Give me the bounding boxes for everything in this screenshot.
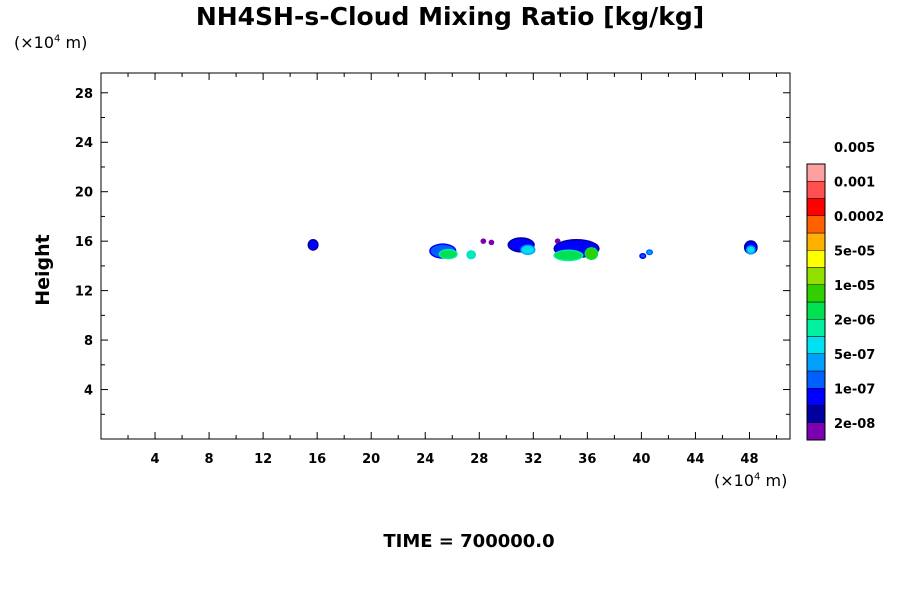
colorbar-label: 0.005 [834,141,875,156]
plot-frame [100,72,791,440]
x-tick-label: 44 [686,452,704,467]
y-tick-label: 16 [75,235,93,250]
x-tick-label: 4 [151,452,160,467]
cloud-blob [586,248,597,259]
colorbar-swatch [806,267,826,285]
colorbar-swatch [806,301,826,320]
x-tick-label: 28 [470,452,488,467]
colorbar-swatch [806,284,826,303]
x-axis: 4 8 12 16 20 24 28 32 36 40 44 48 [127,73,777,467]
cloud-blob [747,246,755,253]
cloud-blob [481,239,485,243]
cloud-blob [440,250,457,258]
x-tick-label: 32 [524,452,542,467]
y-tick-label: 28 [75,87,93,102]
colorbar-label: 1e-07 [834,382,875,397]
colorbar-label: 0.0002 [834,210,884,225]
colorbar-label: 5e-05 [834,244,875,259]
data-layer [307,237,758,262]
y-tick-label: 20 [75,186,93,201]
colorbar-swatch [806,181,826,199]
colorbar: 2e-08 1e-07 5e-07 2e-06 1e-05 5e-05 0.0002 0.00… [806,141,884,441]
y-tick-label: 4 [84,384,93,399]
x-tick-label: 48 [740,452,758,467]
x-tick-label: 8 [205,452,214,467]
colorbar-label: 2e-06 [834,313,875,328]
colorbar-swatch [806,336,826,354]
cloud-blob [554,251,582,260]
colorbar-swatch [806,250,826,268]
x-tick-label: 36 [578,452,596,467]
y-tick-label: 12 [75,285,93,300]
cloud-blob [640,254,645,258]
cloud-blob [556,239,559,243]
y-tick-label: 24 [75,136,93,151]
x-tick-label: 24 [416,452,434,467]
colorbar-label: 0.001 [834,175,875,190]
x-tick-label: 20 [362,452,380,467]
colorbar-swatch [806,353,826,372]
y-tick-label: 8 [84,334,93,349]
cloud-blob [309,240,318,250]
colorbar-label: 5e-07 [834,348,875,363]
y-axis: 4 8 12 16 20 24 28 [75,87,790,415]
x-tick-label: 16 [308,452,326,467]
colorbar-swatch [806,198,826,216]
cloud-blob [490,241,493,244]
x-axis-unit: (×104 m) [714,471,788,490]
colorbar-swatch [806,422,826,441]
cloud-blob [521,246,534,254]
colorbar-frame [806,163,826,441]
colorbar-swatch [806,215,826,234]
chart-title: NH4SH-s-Cloud Mixing Ratio [kg/kg] [195,2,705,31]
colorbar-label: 1e-05 [834,279,875,294]
x-tick-label: 12 [254,452,272,467]
cloud-blob [467,251,475,258]
cloud-blob [647,250,652,254]
time-label: TIME = 700000.0 [383,531,555,552]
x-tick-label: 40 [632,452,650,467]
y-axis-unit: (×104 m) [14,33,88,52]
colorbar-swatch [806,405,826,423]
colorbar-swatch [806,370,826,389]
colorbar-label: 2e-08 [834,417,875,432]
colorbar-swatch [806,388,826,406]
colorbar-swatch [806,232,826,251]
colorbar-swatch [806,319,826,337]
colorbar-swatch [806,163,826,182]
